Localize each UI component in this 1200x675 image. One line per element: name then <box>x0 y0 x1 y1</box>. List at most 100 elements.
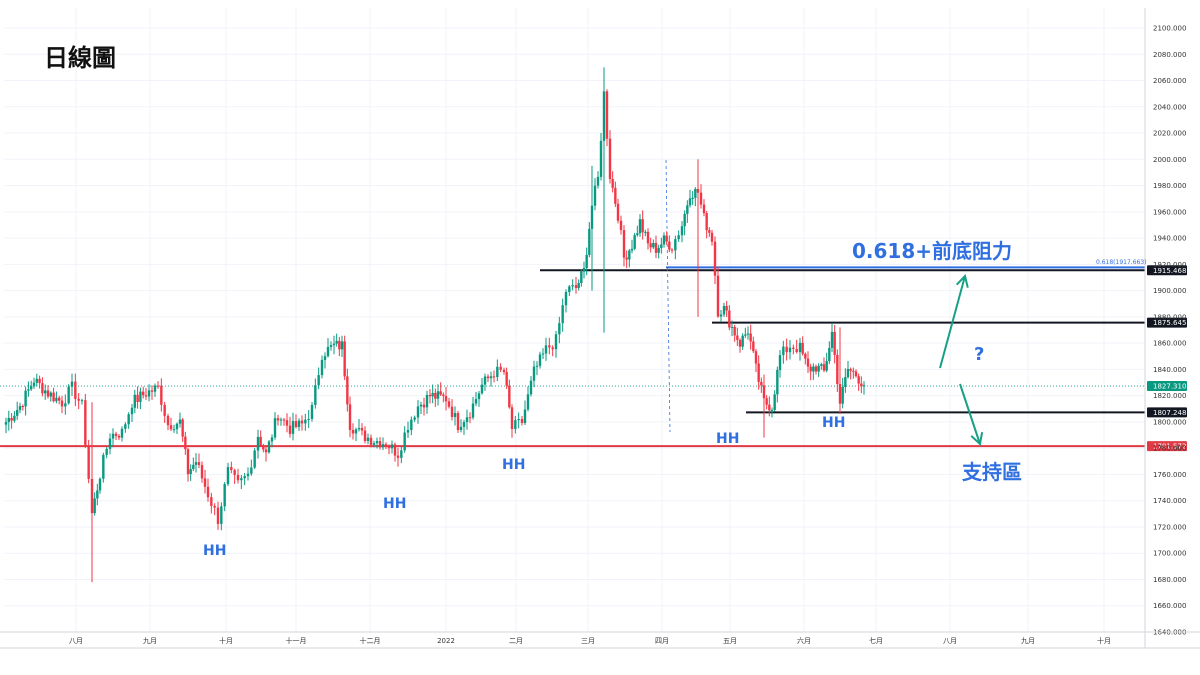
candle-body <box>340 341 344 350</box>
candle-body <box>492 376 496 378</box>
candle-body <box>686 205 689 214</box>
candle-body <box>7 417 10 423</box>
y-tick-label: 1680.000 <box>1153 576 1186 584</box>
candle-body <box>114 433 118 436</box>
candle-body <box>657 248 660 253</box>
candle-body <box>226 467 230 485</box>
y-tick-label: 2080.000 <box>1153 51 1186 59</box>
candle-body <box>136 394 139 402</box>
x-tick-label: 十二月 <box>360 636 381 645</box>
y-axis: 2100.000 2080.000 2060.000 2040.000 2020.000… <box>1144 8 1186 648</box>
candle-body <box>120 428 124 438</box>
x-tick-label: 十月 <box>1097 636 1111 645</box>
candle-body <box>400 450 403 458</box>
chart-title: 日線圖 <box>44 44 116 72</box>
candle-body <box>680 226 684 236</box>
candle-body <box>213 505 216 508</box>
candle-body <box>133 394 136 408</box>
candle-body <box>857 376 860 384</box>
candle-body <box>654 242 658 253</box>
hh-label: HH <box>502 457 525 473</box>
candle-body <box>785 346 788 353</box>
y-tick-label: 2100.000 <box>1153 25 1186 33</box>
candle-body <box>636 233 639 236</box>
candle-body <box>585 254 588 269</box>
candle-body <box>760 381 763 386</box>
down-arrow-head <box>970 432 984 446</box>
candle-body <box>670 249 674 251</box>
candle-body <box>175 423 179 430</box>
candle-body <box>323 356 327 360</box>
candle-body <box>348 404 352 431</box>
fib-level-label: 0.618(1917.663) <box>1096 259 1147 266</box>
candle-body <box>10 417 13 421</box>
candle-body <box>529 380 533 395</box>
candle-body <box>628 250 631 260</box>
candle-body <box>554 334 558 350</box>
candle-body <box>710 232 714 242</box>
candle-body <box>792 347 795 349</box>
y-tick-label: 1880.000 <box>1153 313 1186 321</box>
candle-body <box>259 436 262 446</box>
candle-body <box>285 420 289 426</box>
y-tick-label: 1940.000 <box>1153 235 1186 243</box>
candle-body <box>765 398 768 405</box>
candle-body <box>335 340 338 344</box>
candle-body <box>304 419 307 424</box>
candle-body <box>111 433 115 439</box>
candle-body <box>84 400 87 447</box>
candle-body <box>814 366 818 372</box>
candle-body <box>616 203 620 221</box>
candle-body <box>64 403 67 407</box>
y-tick-label: 1860.000 <box>1153 340 1186 348</box>
candle-body <box>46 390 50 397</box>
candle-body <box>223 484 226 507</box>
price-level-badge-text: 1875.645 <box>1153 319 1186 327</box>
candle-body <box>652 242 655 248</box>
candle-body <box>172 429 176 431</box>
candle-body <box>776 369 779 395</box>
candle-body <box>599 140 603 177</box>
candle-body <box>243 476 246 479</box>
candle-body <box>102 454 105 479</box>
candle-body <box>505 372 508 386</box>
candle-body <box>163 404 166 416</box>
candle-body <box>55 397 58 402</box>
candle-body <box>189 469 192 475</box>
candle-body <box>294 421 298 428</box>
candle-body <box>836 354 839 384</box>
candle-body <box>688 198 692 206</box>
candle-body <box>730 326 734 328</box>
candle-body <box>240 478 243 481</box>
price-level-badge <box>1147 381 1187 392</box>
candle-body <box>571 285 574 287</box>
candle-body <box>291 421 295 434</box>
x-tick-label: 十一月 <box>286 636 307 645</box>
candle-body <box>77 398 80 401</box>
candle-body <box>782 346 785 356</box>
candle-body <box>828 347 831 362</box>
candle-body <box>757 363 760 382</box>
candle-body <box>363 430 367 442</box>
candle-body <box>267 441 271 453</box>
candle-body <box>644 231 647 233</box>
candle-body <box>96 490 99 499</box>
candle-body <box>854 371 858 377</box>
candle-body <box>804 353 807 359</box>
candle-body <box>489 376 493 379</box>
candle-body <box>210 497 213 506</box>
candle-body <box>434 392 437 399</box>
candle-body <box>262 445 265 450</box>
candle-body <box>860 383 863 387</box>
candle-body <box>184 436 187 450</box>
candle-body <box>849 369 852 371</box>
candle-body <box>646 231 650 244</box>
candle-body <box>49 392 52 397</box>
candle-body <box>90 478 94 514</box>
candle-body <box>582 268 586 272</box>
candle-body <box>169 425 173 430</box>
candle-body <box>105 448 108 455</box>
candle-body <box>288 425 292 434</box>
candle-body <box>541 353 545 355</box>
candle-body <box>264 449 268 453</box>
